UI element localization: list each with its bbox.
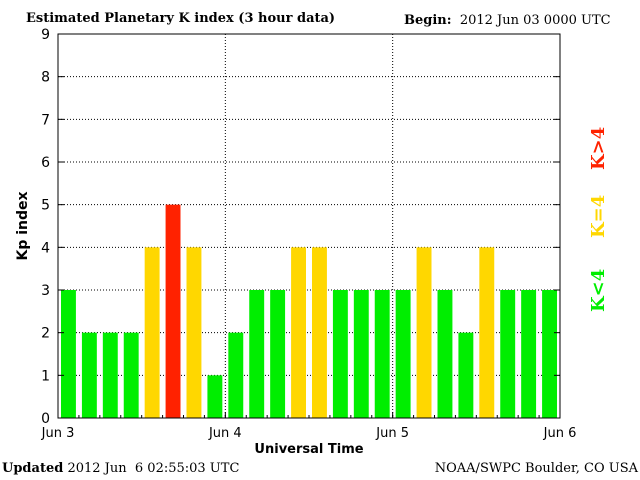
kp-bar-chart: 0 1 2 3 4 5 6 7 8 9 Jun 3 Jun 4 Jun 5 Jun 6 Universal … <box>15 27 577 457</box>
updated-value: 2012 Jun 6 02:55:03 UTC <box>67 461 240 476</box>
kp-bar <box>458 332 474 418</box>
y-tick-label: 5 <box>41 198 50 214</box>
kp-bar <box>521 290 537 418</box>
y-tick-label: 3 <box>41 283 50 299</box>
y-tick-label: 6 <box>41 155 50 171</box>
kp-bar <box>312 247 327 418</box>
kp-bar <box>61 290 76 418</box>
credit: NOAA/SWPC Boulder, CO USA <box>434 461 638 476</box>
x-tick-label: Jun 3 <box>41 426 75 441</box>
x-axis-label: Universal Time <box>254 442 363 457</box>
chart-title: Estimated Planetary K index (3 hour data… <box>26 11 336 26</box>
y-tick-label: 7 <box>41 112 50 128</box>
kp-bar <box>500 290 516 418</box>
legend-item-equal: K=4 <box>588 194 609 238</box>
begin-value: 2012 Jun 03 0000 UTC <box>459 13 611 28</box>
updated-label: Updated <box>2 461 64 476</box>
kp-bar <box>416 247 432 418</box>
y-tick-label: 0 <box>41 411 50 427</box>
y-tick-label: 2 <box>41 326 50 342</box>
kp-bar <box>123 332 139 418</box>
y-tick-label: 1 <box>41 368 50 384</box>
x-tick-label: Jun 4 <box>208 426 242 441</box>
kp-bar <box>353 290 369 418</box>
kp-bar <box>228 332 244 418</box>
y-tick-label: 8 <box>41 70 50 86</box>
kp-bar <box>437 290 453 418</box>
updated-time: Updated 2012 Jun 6 02:55:03 UTC <box>2 461 239 476</box>
kp-bar <box>186 247 202 418</box>
kp-bar <box>270 290 286 418</box>
y-tick-label: 4 <box>41 240 50 256</box>
kp-bar <box>81 332 97 418</box>
kp-bar <box>291 247 306 418</box>
begin-label: Begin: <box>404 13 452 28</box>
kp-bar <box>332 290 348 418</box>
x-tick-label: Jun 6 <box>543 426 577 441</box>
kp-bar <box>395 290 411 418</box>
legend: K<4 K=4 K>4 <box>588 120 618 320</box>
y-tick-label: 9 <box>41 27 50 43</box>
kp-bar <box>102 332 118 418</box>
x-tick-label: Jun 5 <box>375 426 409 441</box>
kp-bar <box>249 290 265 418</box>
y-axis-label: Kp index <box>15 191 31 260</box>
kp-bar <box>374 290 390 418</box>
legend-item-low: K<4 <box>588 268 609 312</box>
kp-bar <box>479 247 495 418</box>
kp-bar <box>207 375 223 418</box>
kp-bar <box>165 204 181 418</box>
kp-bar <box>144 247 160 418</box>
begin-time: Begin: 2012 Jun 03 0000 UTC <box>404 13 611 28</box>
legend-item-high: K>4 <box>588 126 609 170</box>
kp-bar <box>542 290 557 418</box>
